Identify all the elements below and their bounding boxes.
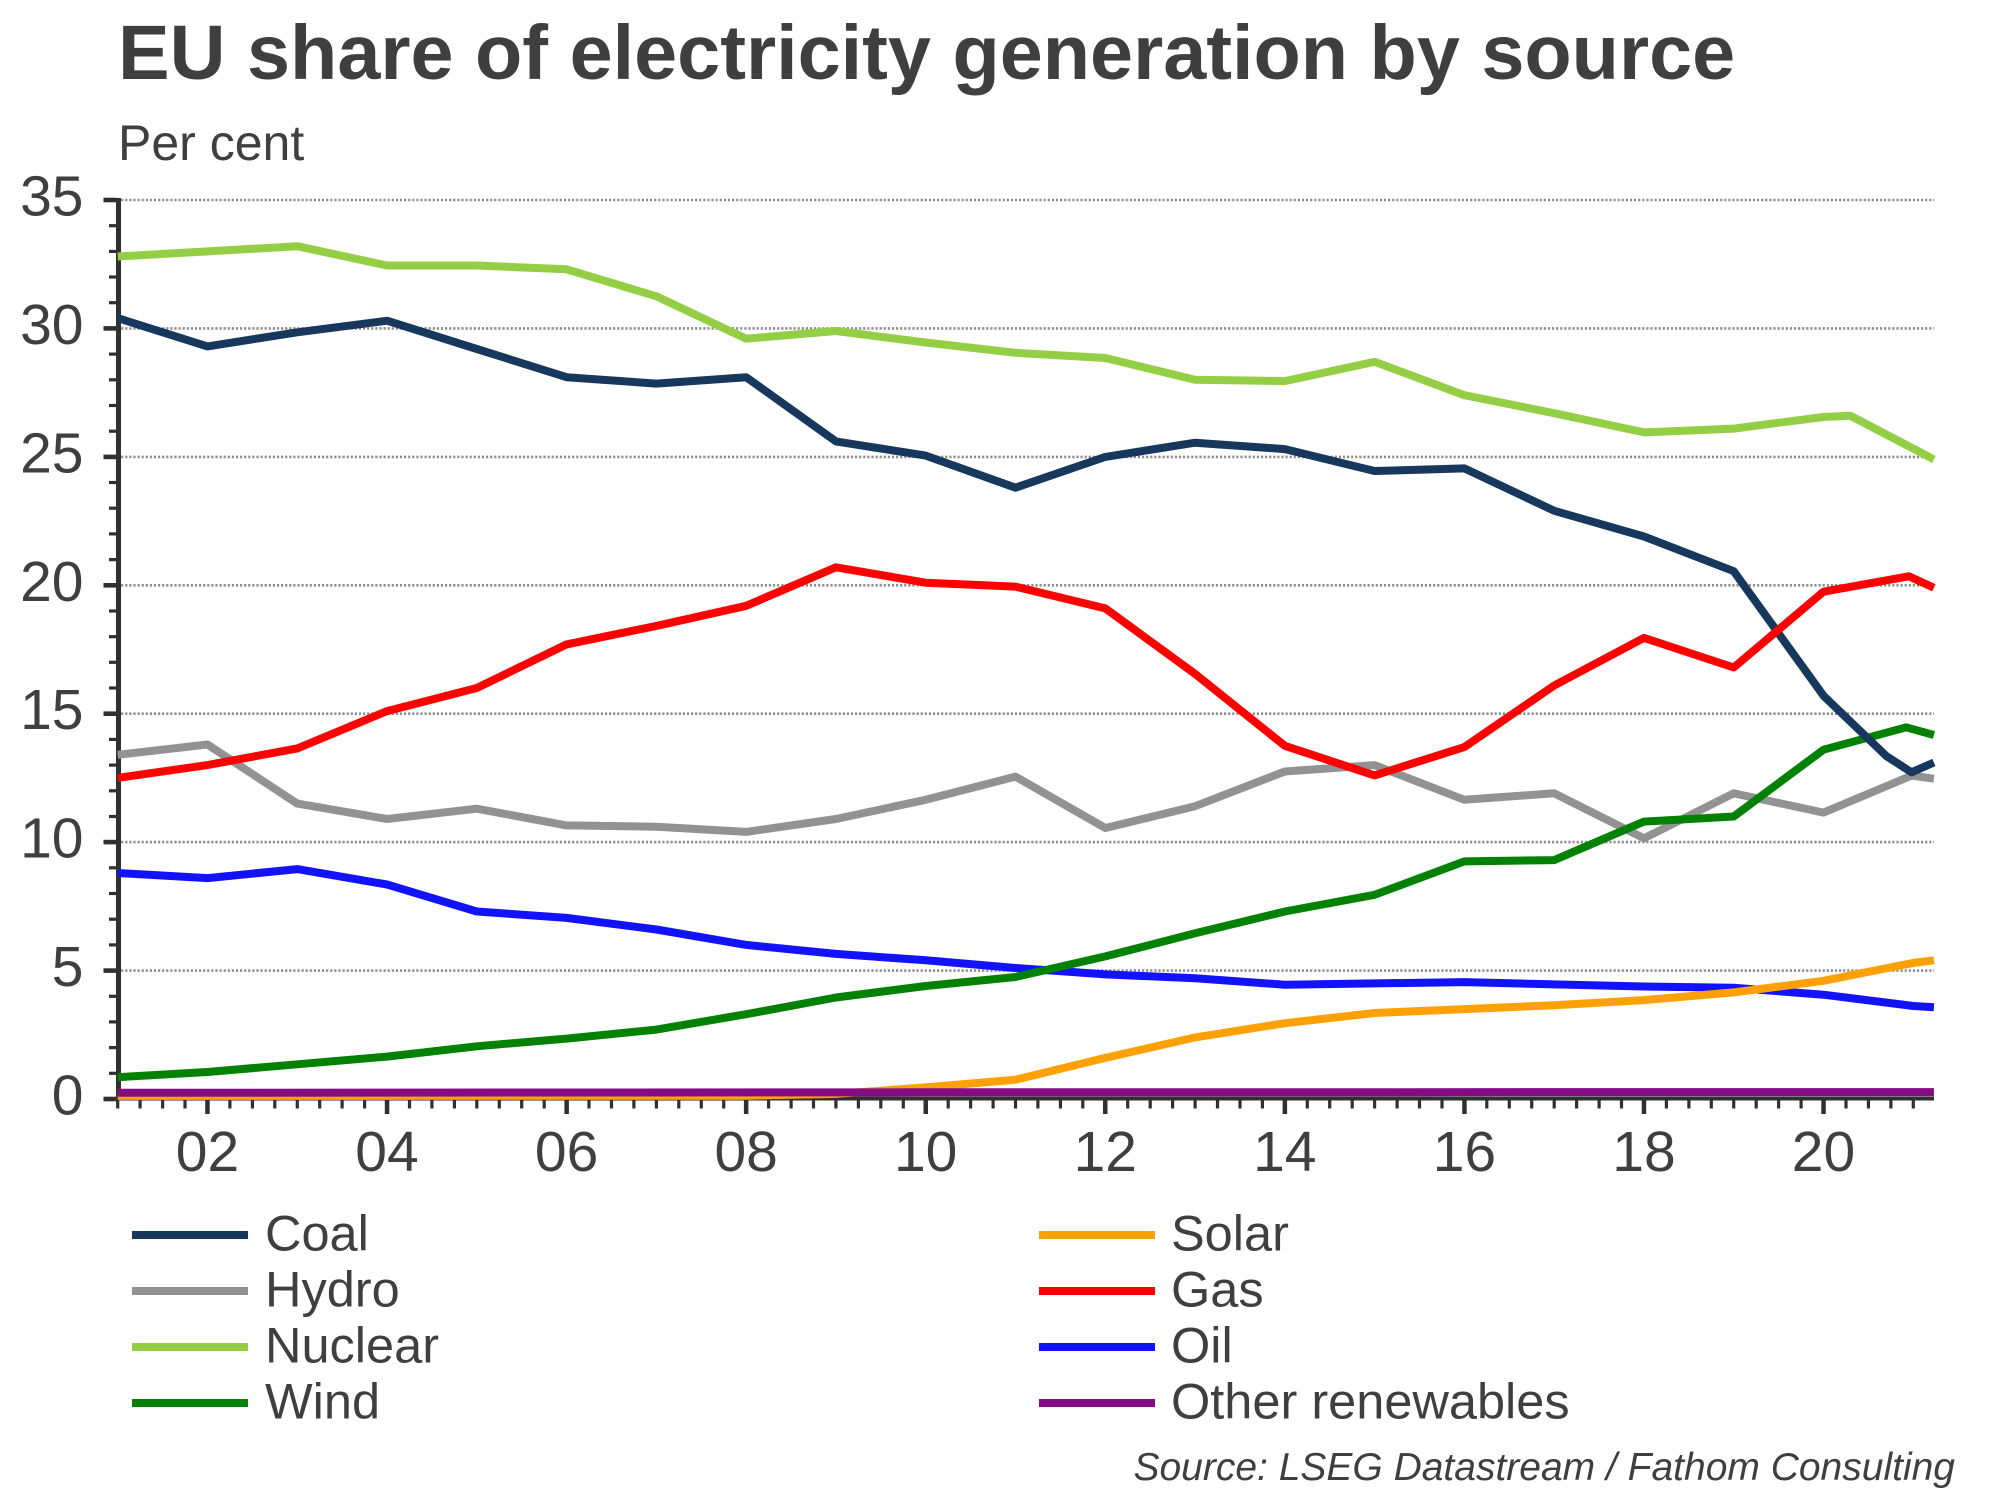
svg-text:10: 10 xyxy=(20,807,83,871)
svg-text:Other renewables: Other renewables xyxy=(1171,1373,1570,1430)
svg-text:Per cent: Per cent xyxy=(118,115,304,171)
svg-text:35: 35 xyxy=(20,165,83,229)
svg-text:06: 06 xyxy=(535,1120,598,1184)
svg-text:18: 18 xyxy=(1612,1120,1675,1184)
svg-text:04: 04 xyxy=(355,1120,418,1184)
svg-text:Source: LSEG Datastream / Fath: Source: LSEG Datastream / Fathom Consult… xyxy=(1133,1446,1955,1489)
svg-text:Wind: Wind xyxy=(265,1373,380,1430)
svg-text:20: 20 xyxy=(1792,1120,1855,1184)
svg-text:30: 30 xyxy=(20,293,83,357)
svg-text:20: 20 xyxy=(20,550,83,614)
svg-text:Nuclear: Nuclear xyxy=(265,1317,439,1374)
svg-text:25: 25 xyxy=(20,421,83,485)
svg-text:15: 15 xyxy=(20,678,83,742)
svg-text:Oil: Oil xyxy=(1171,1317,1233,1374)
svg-text:10: 10 xyxy=(894,1120,957,1184)
svg-text:Coal: Coal xyxy=(265,1205,369,1262)
svg-text:5: 5 xyxy=(52,935,84,999)
svg-text:16: 16 xyxy=(1433,1120,1496,1184)
svg-text:0: 0 xyxy=(52,1064,84,1128)
svg-text:Gas: Gas xyxy=(1171,1261,1264,1318)
svg-text:Hydro: Hydro xyxy=(265,1261,400,1318)
svg-text:14: 14 xyxy=(1253,1120,1316,1184)
svg-text:08: 08 xyxy=(714,1120,777,1184)
svg-text:Solar: Solar xyxy=(1171,1205,1289,1262)
svg-text:EU share of electricity genera: EU share of electricity generation by so… xyxy=(118,10,1735,96)
svg-text:12: 12 xyxy=(1074,1120,1137,1184)
svg-text:02: 02 xyxy=(176,1120,239,1184)
